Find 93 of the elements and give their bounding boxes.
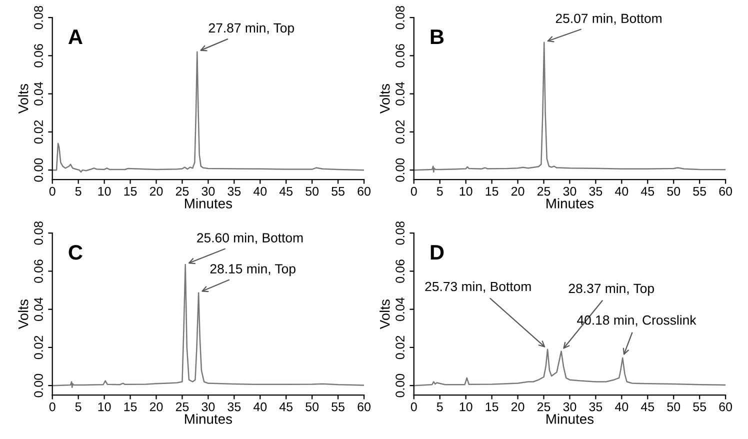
y-tick-label: 0.06 xyxy=(34,44,43,68)
chart-title: A xyxy=(68,30,82,44)
x-tick-label: 45 xyxy=(640,187,654,196)
chart-title: B xyxy=(430,30,444,44)
x-tick-label: 35 xyxy=(589,402,602,412)
x-tick-label: 5 xyxy=(436,187,443,196)
y-tick-label: 0.00 xyxy=(34,158,43,182)
y-tick-label: 0.08 xyxy=(396,221,404,245)
x-tick-label: 60 xyxy=(358,186,370,196)
y-tick-label: 0.00 xyxy=(396,158,404,182)
x-tick-label: 20 xyxy=(150,186,163,196)
y-axis-title: Volts xyxy=(18,84,28,114)
x-tick-label: 35 xyxy=(228,186,241,196)
x-tick-label: 60 xyxy=(719,186,732,196)
x-tick-label: 45 xyxy=(279,402,293,412)
x-tick-label: 5 xyxy=(436,402,443,412)
x-tick-label: 40 xyxy=(253,402,267,412)
x-tick-label: 50 xyxy=(667,402,680,412)
x-tick-label: 30 xyxy=(563,402,576,412)
x-tick-label: 60 xyxy=(358,402,370,412)
x-tick-label: 40 xyxy=(253,186,267,196)
x-tick-label: 0 xyxy=(410,186,417,196)
y-tick-label: 0.00 xyxy=(34,374,43,398)
x-tick-label: 25 xyxy=(537,402,550,412)
line-series xyxy=(52,51,364,173)
x-axis-title: Minutes xyxy=(185,198,232,208)
x-tick-label: 15 xyxy=(124,402,137,412)
x-tick-label: 45 xyxy=(640,402,654,412)
y-axis-title: Volts xyxy=(380,84,390,114)
annotation: 28.15 min, Top xyxy=(210,264,296,276)
line-series xyxy=(414,348,726,386)
x-tick-label: 30 xyxy=(202,402,215,412)
x-axis-title: Minutes xyxy=(546,198,594,208)
annotation: 27.87 min, Top xyxy=(208,22,294,36)
x-tick-label: 55 xyxy=(332,402,344,412)
x-tick-label: 10 xyxy=(98,402,111,412)
x-tick-label: 0 xyxy=(49,186,56,196)
x-tick-label: 10 xyxy=(98,186,111,196)
y-tick-label: 0.04 xyxy=(396,298,404,321)
x-tick-label: 5 xyxy=(75,187,82,196)
x-tick-label: 50 xyxy=(306,186,319,196)
annotation: 25.73 min, Bottom xyxy=(425,281,531,293)
x-axis-title: Minutes xyxy=(185,414,232,424)
x-tick-label: 15 xyxy=(486,402,498,412)
y-tick-label: 0.02 xyxy=(396,120,404,144)
y-tick-label: 0.02 xyxy=(34,120,43,144)
x-tick-label: 25 xyxy=(176,402,189,412)
x-tick-label: 55 xyxy=(332,187,344,196)
x-tick-label: 10 xyxy=(460,402,472,412)
y-tick-label: 0.02 xyxy=(396,336,404,360)
x-tick-label: 10 xyxy=(460,186,472,196)
x-tick-label: 40 xyxy=(615,402,628,412)
y-tick-label: 0.08 xyxy=(396,6,404,30)
x-tick-label: 25 xyxy=(176,186,189,196)
y-tick-label: 0.08 xyxy=(34,6,43,30)
x-tick-label: 30 xyxy=(202,186,215,196)
y-tick-label: 0.04 xyxy=(34,82,43,106)
x-tick-label: 15 xyxy=(486,187,498,196)
x-tick-label: 20 xyxy=(150,402,163,412)
y-tick-label: 0.06 xyxy=(396,44,404,68)
x-tick-label: 0 xyxy=(410,402,417,412)
annotation: 25.07 min, Bottom xyxy=(556,13,662,25)
line-series xyxy=(52,264,364,388)
y-tick-label: 0.08 xyxy=(34,221,43,245)
x-tick-label: 55 xyxy=(693,187,706,196)
annotation: 25.60 min, Bottom xyxy=(197,232,303,244)
y-axis-title: Volts xyxy=(18,300,28,330)
y-tick-label: 0.02 xyxy=(34,336,43,360)
chart-title: D xyxy=(430,245,444,260)
y-tick-label: 0.06 xyxy=(34,260,43,283)
x-tick-label: 35 xyxy=(589,186,602,196)
y-tick-label: 0.04 xyxy=(396,82,404,106)
x-axis-title: Minutes xyxy=(546,414,594,424)
y-tick-label: 0.00 xyxy=(396,374,404,398)
x-tick-label: 30 xyxy=(563,186,576,196)
y-axis-title: Volts xyxy=(380,300,390,330)
x-tick-label: 5 xyxy=(75,402,82,412)
x-tick-label: 20 xyxy=(511,402,524,412)
x-tick-label: 15 xyxy=(124,187,137,196)
x-tick-label: 35 xyxy=(228,402,241,412)
x-tick-label: 50 xyxy=(667,186,680,196)
x-tick-label: 55 xyxy=(693,402,706,412)
chart-title: C xyxy=(68,244,82,260)
y-tick-label: 0.04 xyxy=(34,298,43,321)
x-tick-label: 25 xyxy=(537,186,550,196)
x-tick-label: 60 xyxy=(719,402,732,412)
y-tick-label: 0.06 xyxy=(396,260,404,283)
x-tick-label: 40 xyxy=(615,186,628,196)
annotation: 28.37 min, Top xyxy=(568,283,654,296)
x-tick-label: 20 xyxy=(511,186,524,196)
x-tick-label: 50 xyxy=(306,402,319,412)
x-tick-label: 0 xyxy=(49,402,56,412)
x-tick-label: 45 xyxy=(279,187,293,196)
